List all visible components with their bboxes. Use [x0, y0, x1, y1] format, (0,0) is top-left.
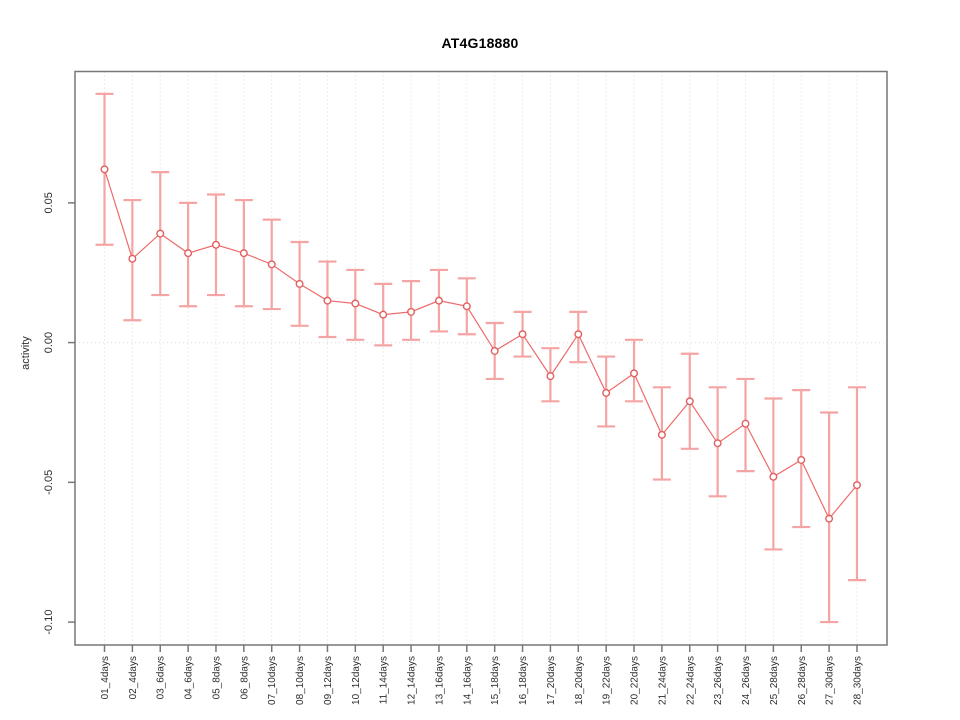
data-point — [713, 439, 722, 448]
x-tick-label: 12_14days — [407, 656, 418, 705]
data-point — [825, 514, 834, 523]
x-tick-label: 05_8days — [211, 656, 222, 699]
chart-title: AT4G18880 — [441, 35, 519, 51]
y-tick-label: 0.00 — [43, 332, 55, 353]
x-tick-label: 27_30days — [825, 656, 836, 705]
data-point — [239, 249, 248, 258]
data-point — [211, 240, 220, 249]
x-tick-label: 08_10days — [295, 656, 306, 705]
x-tick-label: 19_22days — [602, 656, 613, 705]
x-tick-label: 04_6days — [184, 656, 195, 699]
data-point — [351, 299, 360, 308]
x-tick-label: 28_30days — [852, 656, 863, 705]
data-point — [267, 260, 276, 269]
x-tick-label: 18_20days — [574, 656, 585, 705]
data-point — [407, 307, 416, 316]
data-point — [323, 296, 332, 305]
x-tick-label: 25_28days — [769, 656, 780, 705]
x-tick-label: 22_24days — [685, 656, 696, 705]
data-point — [685, 397, 694, 406]
x-tick-label: 06_8days — [239, 656, 250, 699]
data-point — [797, 455, 806, 464]
x-tick-label: 20_22days — [630, 656, 641, 705]
data-point — [852, 481, 861, 490]
data-point — [295, 279, 304, 288]
x-tick-label: 09_12days — [323, 656, 334, 705]
data-point — [462, 302, 471, 311]
data-point — [602, 388, 611, 397]
data-point — [100, 165, 109, 174]
y-tick-label: 0.05 — [43, 192, 55, 213]
plot-box — [74, 70, 888, 646]
x-tick-label: 10_12days — [351, 656, 362, 705]
data-point — [630, 369, 639, 378]
data-point — [657, 430, 666, 439]
x-tick-label: 15_18days — [490, 656, 501, 705]
x-tick-label: 21_24days — [657, 656, 668, 705]
x-tick-label: 02_4days — [128, 656, 139, 699]
data-point — [574, 330, 583, 339]
x-tick-label: 24_26days — [741, 656, 752, 705]
data-point — [741, 419, 750, 428]
data-point — [379, 310, 388, 319]
y-tick-label: -0.10 — [43, 610, 55, 635]
x-tick-label: 07_10days — [267, 656, 278, 705]
x-tick-label: 17_20days — [546, 656, 557, 705]
x-tick-label: 11_14days — [379, 656, 390, 704]
x-tick-label: 13_16days — [434, 656, 445, 705]
x-tick-label: 01_4days — [100, 656, 111, 699]
data-point — [184, 249, 193, 258]
data-point — [518, 330, 527, 339]
x-tick-label: 03_6days — [156, 656, 167, 699]
data-point — [769, 472, 778, 481]
data-point — [128, 254, 137, 263]
data-point — [434, 296, 443, 305]
x-tick-label: 16_18days — [518, 656, 529, 705]
data-point — [490, 346, 499, 355]
data-point — [156, 229, 165, 238]
x-tick-label: 26_28days — [797, 656, 808, 705]
data-point — [546, 372, 555, 381]
x-tick-label: 14_16days — [462, 656, 473, 705]
x-tick-label: 23_26days — [713, 656, 724, 705]
series-line — [103, 169, 858, 520]
y-tick-label: -0.05 — [43, 470, 55, 495]
